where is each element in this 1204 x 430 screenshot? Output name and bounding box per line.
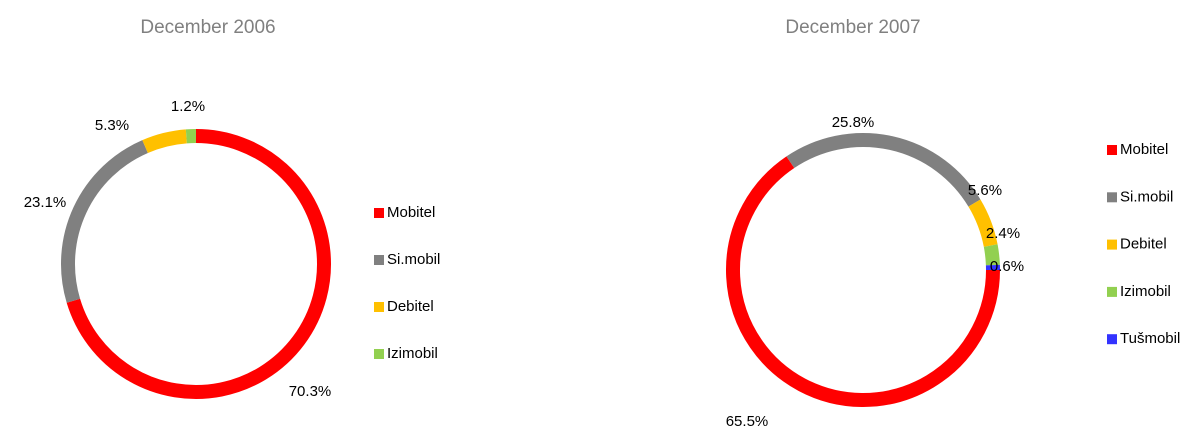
chart-title: December 2006: [140, 17, 275, 38]
legend-swatch: [374, 208, 384, 218]
legend-swatch: [1107, 286, 1117, 297]
data-label: 1.2%: [171, 98, 205, 115]
legend-swatch: [1107, 239, 1117, 250]
data-label: 23.1%: [24, 194, 67, 211]
donut-segment: [983, 244, 1000, 266]
legend-label: Izimobil: [1120, 283, 1171, 300]
legend-label: Debitel: [387, 298, 434, 315]
data-label: 0.6%: [990, 258, 1024, 275]
data-label: 2.4%: [986, 225, 1020, 242]
legend-label: Mobitel: [387, 204, 435, 221]
donut-segment: [142, 129, 188, 154]
legend-label: Si.mobil: [387, 251, 440, 268]
data-label: 5.3%: [95, 117, 129, 134]
chart-title: December 2007: [785, 17, 920, 38]
donut-segment: [726, 156, 1000, 407]
donut-segment: [66, 129, 331, 399]
data-label: 70.3%: [289, 383, 332, 400]
legend-label: Tušmobil: [1120, 330, 1180, 347]
legend-label: Debitel: [1120, 236, 1167, 253]
legend-swatch: [1107, 334, 1117, 345]
legend-swatch: [374, 349, 384, 359]
legend-label: Mobitel: [1120, 141, 1168, 158]
legend-swatch: [374, 302, 384, 312]
data-label: 65.5%: [726, 413, 769, 430]
legend-label: Si.mobil: [1120, 188, 1173, 205]
donut-segment: [61, 140, 148, 303]
donut-segment: [968, 199, 998, 248]
legend-swatch: [374, 255, 384, 265]
data-label: 25.8%: [832, 114, 875, 131]
donut-segment: [786, 133, 981, 207]
legend-swatch: [1107, 145, 1117, 155]
legend-swatch: [1107, 192, 1117, 203]
data-label: 5.6%: [968, 182, 1002, 199]
legend-label: Izimobil: [387, 345, 438, 362]
